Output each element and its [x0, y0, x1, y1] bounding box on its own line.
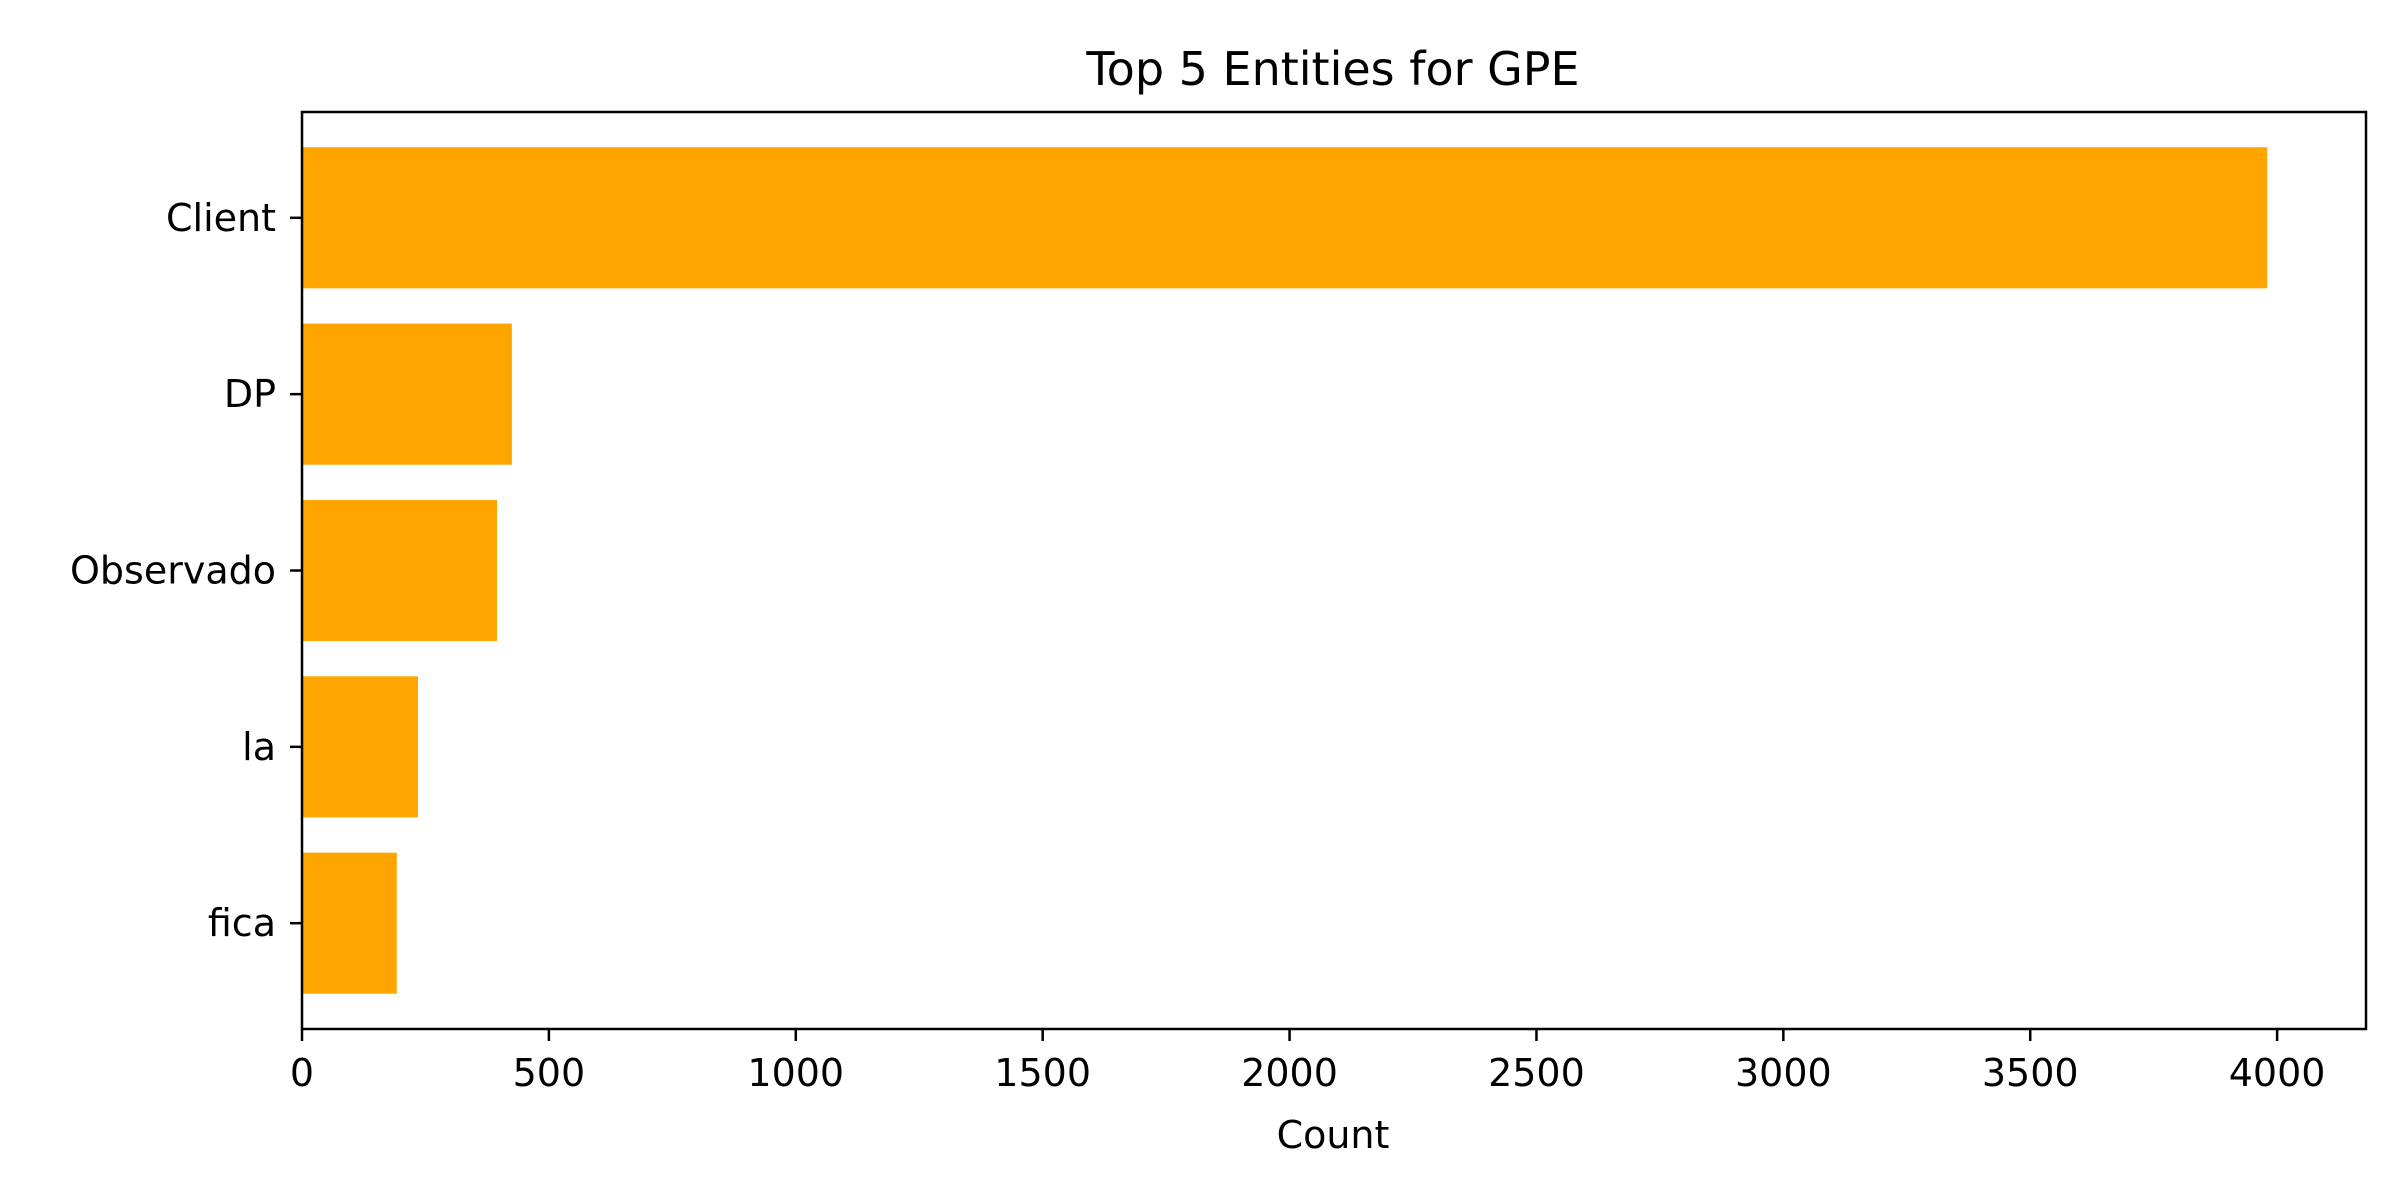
x-tick-label-0: 0 [290, 1051, 314, 1095]
bar-fica [302, 852, 397, 994]
x-axis: 0 500 1000 1500 2000 2500 3000 3500 4000 [290, 1029, 2326, 1095]
bar-client [302, 147, 2268, 289]
bar-la [302, 676, 419, 818]
bar-dp [302, 323, 512, 465]
x-tick-label-2500: 2500 [1488, 1051, 1585, 1095]
chart-title: Top 5 Entities for GPE [1085, 42, 1579, 96]
plot-frame [300, 110, 2368, 1031]
y-tick-label-client: Client [166, 196, 276, 240]
x-tick-label-2000: 2000 [1241, 1051, 1338, 1095]
x-tick-label-500: 500 [513, 1051, 586, 1095]
x-tick-label-1500: 1500 [994, 1051, 1091, 1095]
x-tick-label-3500: 3500 [1982, 1051, 2079, 1095]
x-axis-label: Count [1277, 1113, 1390, 1157]
y-axis: Client DP Observado la fica [70, 196, 302, 945]
x-tick-label-3000: 3000 [1735, 1051, 1832, 1095]
x-tick-label-4000: 4000 [2229, 1051, 2326, 1095]
x-tick-label-1000: 1000 [747, 1051, 844, 1095]
y-tick-label-observado: Observado [70, 549, 276, 593]
y-tick-label-dp: DP [224, 372, 276, 416]
y-tick-label-la: la [242, 725, 276, 769]
bars [302, 147, 2268, 994]
y-tick-label-fica: fica [208, 901, 276, 945]
bar-observado [302, 499, 498, 642]
